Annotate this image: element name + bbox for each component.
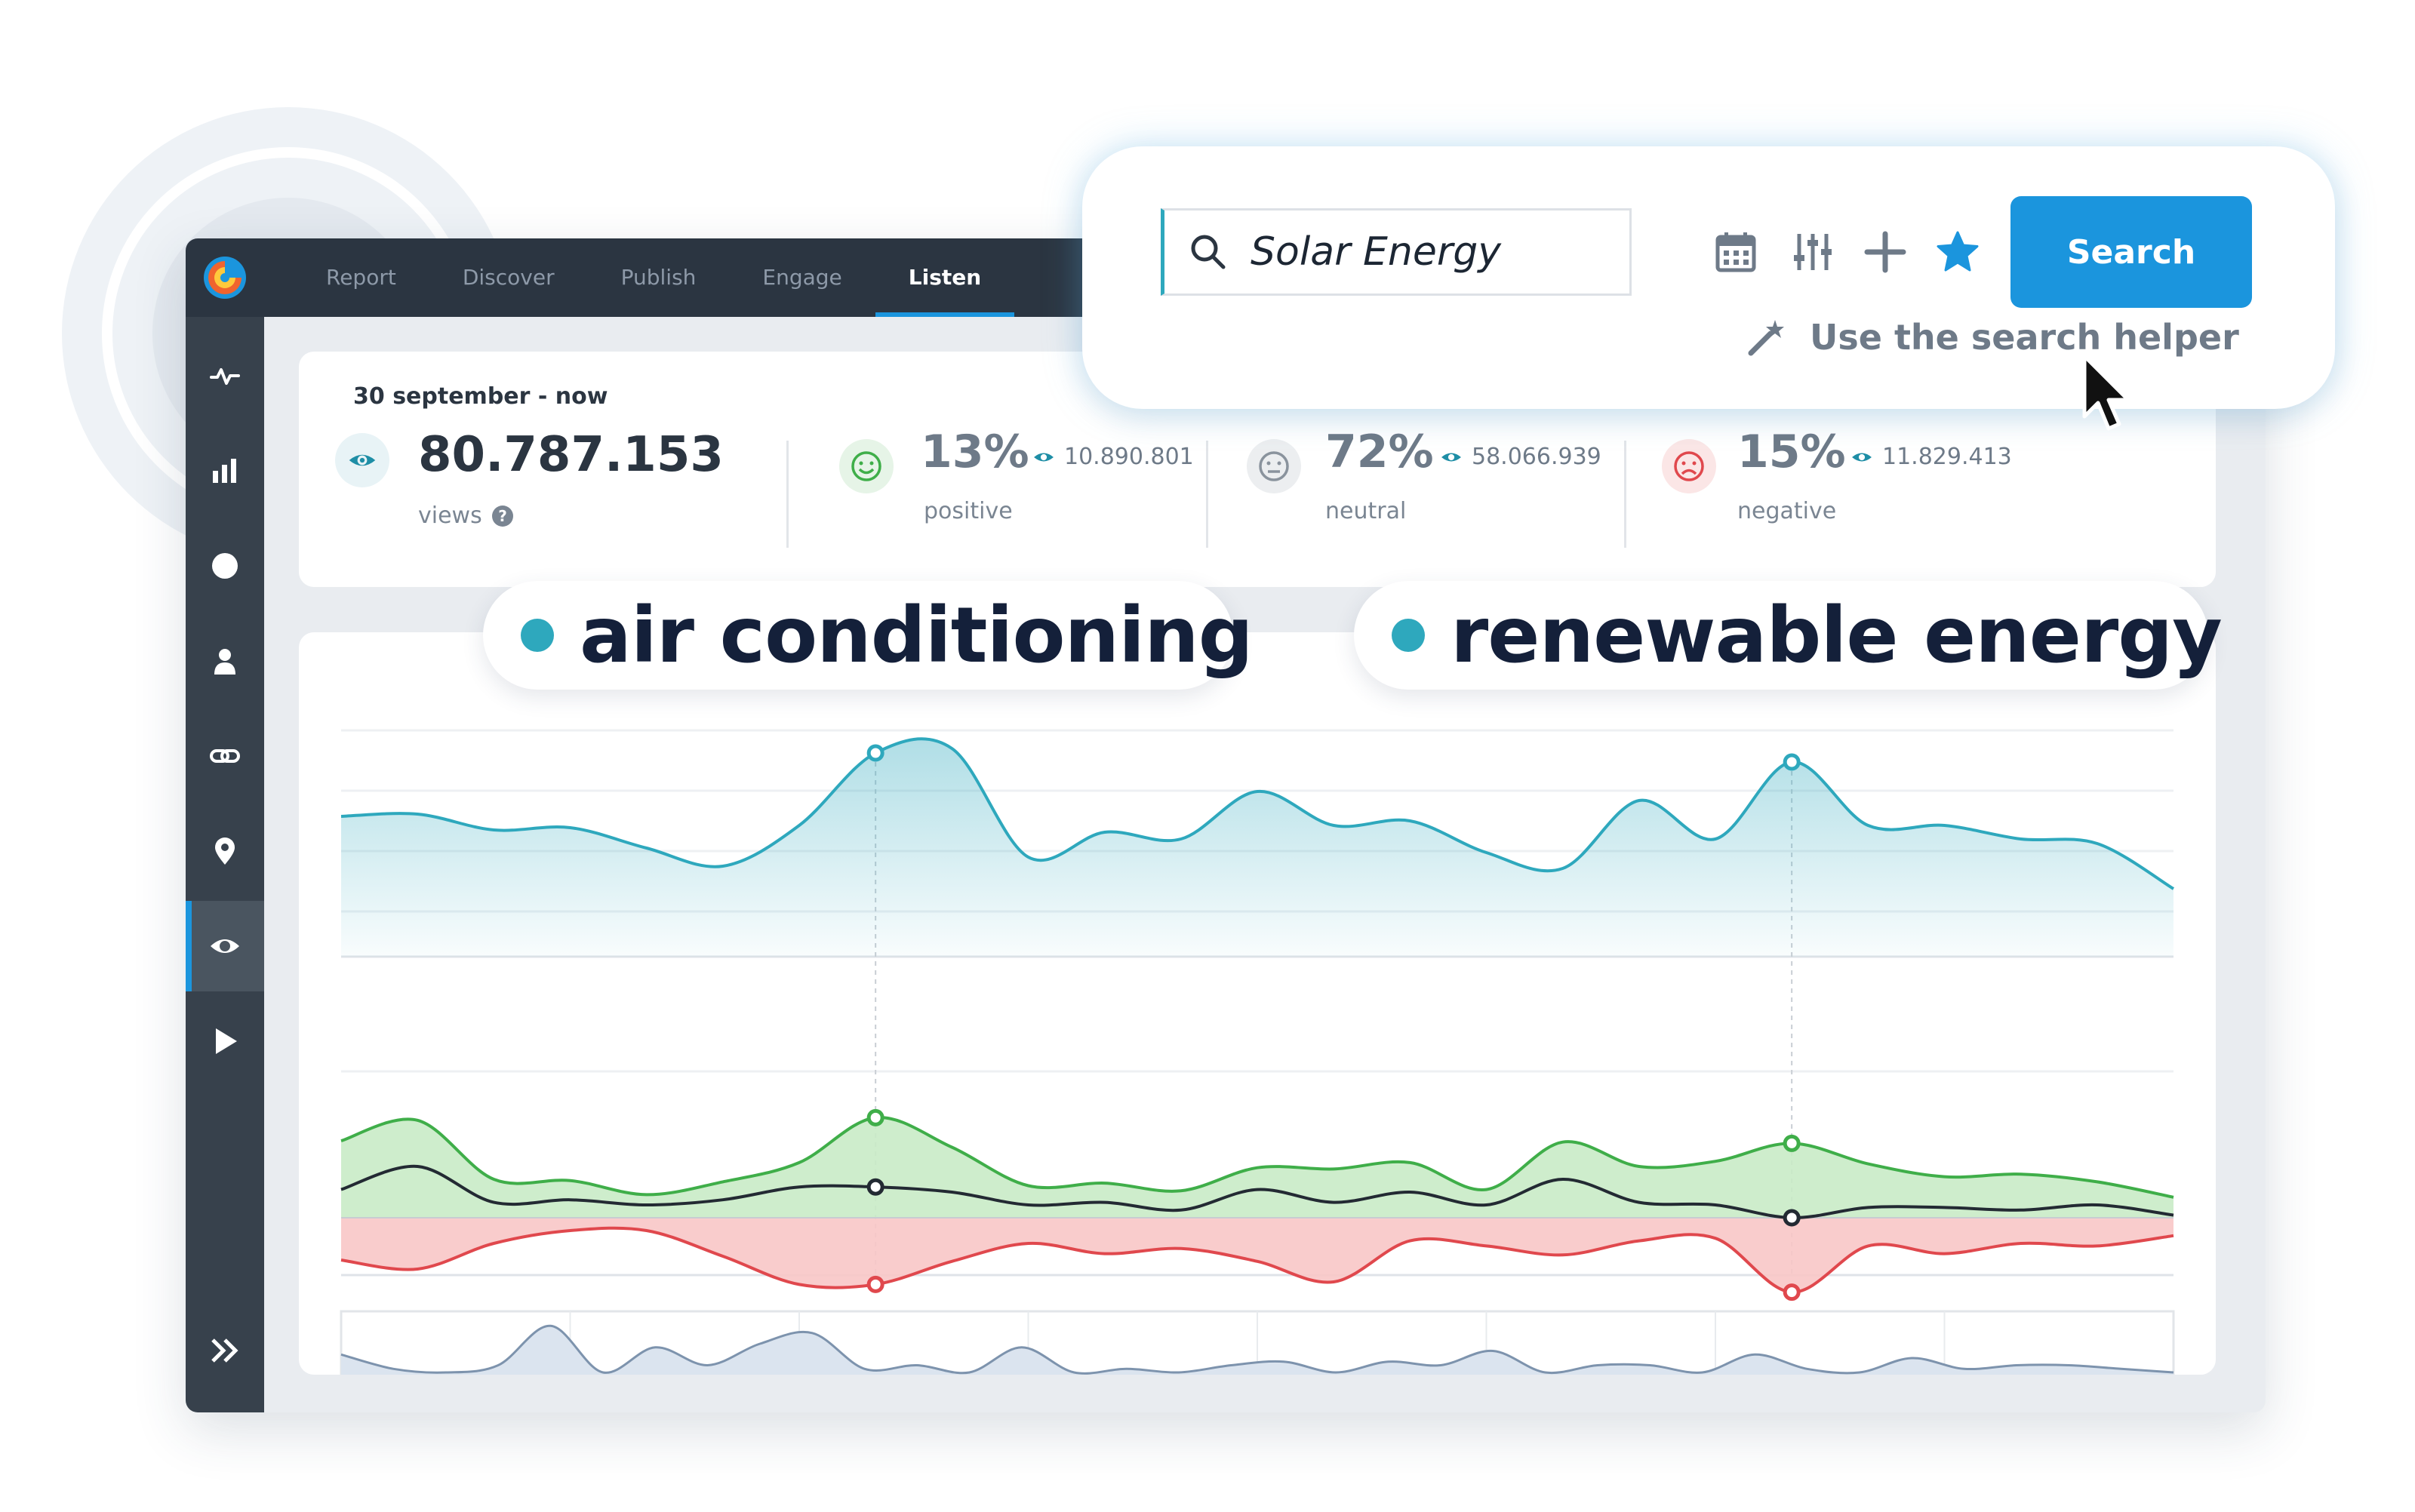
neutral-face-icon <box>1247 439 1301 493</box>
positive-line <box>340 1116 2174 1199</box>
negative-sad-face-icon <box>1662 439 1716 493</box>
date-range[interactable]: 30 september - now <box>353 383 608 410</box>
tab-publish[interactable]: Publish <box>620 265 697 290</box>
play-icon <box>216 1028 237 1054</box>
calendar-icon[interactable] <box>1713 229 1758 275</box>
neutral-marker <box>1783 1209 1801 1227</box>
sidebar-item-links[interactable] <box>186 711 264 801</box>
topic-label: air conditioning <box>580 590 1254 681</box>
topic-label: renewable energy <box>1451 590 2223 681</box>
topic-color-dot <box>521 619 554 652</box>
stat-divider <box>1624 441 1626 548</box>
negative-label: negative <box>1737 498 1837 524</box>
link-icon <box>210 749 240 763</box>
views-label: views ? <box>418 502 514 529</box>
trend-charts <box>340 729 2175 1375</box>
views-count: 80.787.153 <box>418 427 724 483</box>
plus-icon[interactable] <box>1863 229 1908 275</box>
overview-line <box>340 1324 2174 1375</box>
user-icon <box>214 649 235 675</box>
overview-area <box>341 1326 2174 1375</box>
eye-icon <box>1852 453 1872 461</box>
topic-color-dot <box>1392 619 1425 652</box>
positive-marker <box>1783 1134 1801 1152</box>
tab-report[interactable]: Report <box>326 265 396 290</box>
mouse-pointer-icon <box>2082 354 2130 431</box>
positive-label: positive <box>924 498 1013 524</box>
sidebar-item-reports[interactable] <box>186 426 264 516</box>
volume-marker <box>1783 753 1801 771</box>
sliders-icon[interactable] <box>1790 229 1835 275</box>
positive-marker <box>866 1108 884 1126</box>
neutral-marker <box>866 1178 884 1196</box>
circle-icon <box>212 553 238 579</box>
sidebar <box>186 317 264 1412</box>
search-field[interactable] <box>1161 208 1632 296</box>
chart-card <box>299 632 2216 1375</box>
svg-text:?: ? <box>498 507 507 525</box>
eye-icon <box>1441 453 1461 461</box>
views-eye-icon <box>335 433 389 487</box>
topic-pill-air-conditioning[interactable]: air conditioning <box>483 581 1254 690</box>
sidebar-item-media[interactable] <box>186 996 264 1086</box>
star-icon[interactable] <box>1935 229 1980 275</box>
activity-icon <box>210 368 240 385</box>
chart-markers <box>866 744 1801 1301</box>
stat-divider <box>1206 441 1208 548</box>
double-chevron-right-icon <box>211 1338 238 1363</box>
negative-count: 11.829.413 <box>1850 444 2012 470</box>
nav-tabs: Report Discover Publish Engage Listen <box>293 238 1015 317</box>
search-helper-link[interactable]: Use the search helper <box>1746 317 2239 358</box>
location-pin-icon <box>215 837 235 865</box>
negative-marker <box>866 1275 884 1293</box>
sidebar-item-people[interactable] <box>186 616 264 706</box>
tab-listen[interactable]: Listen <box>875 238 1015 317</box>
tab-discover[interactable]: Discover <box>462 265 555 290</box>
brand-logo-icon <box>204 257 246 299</box>
neutral-percent: 72% <box>1325 426 1434 478</box>
negative-marker <box>1783 1283 1801 1301</box>
search-icon <box>1191 235 1226 269</box>
eye-icon <box>1034 453 1054 461</box>
neutral-line <box>340 1164 2174 1220</box>
positive-smiley-icon <box>839 439 894 493</box>
app-window: Report Discover Publish Engage Listen <box>186 238 2266 1412</box>
search-button[interactable]: Search <box>2010 196 2252 308</box>
bar-chart-icon <box>213 459 236 483</box>
sidebar-expand-button[interactable] <box>186 1305 264 1396</box>
sidebar-item-locations[interactable] <box>186 806 264 896</box>
search-panel: Search Use the search helper <box>1082 146 2335 409</box>
positive-area <box>341 1117 2174 1218</box>
sidebar-item-overview[interactable] <box>186 521 264 611</box>
volume-line <box>340 737 2175 890</box>
negative-line <box>340 1226 2174 1294</box>
neutral-label: neutral <box>1325 498 1407 524</box>
search-helper-label: Use the search helper <box>1810 317 2239 358</box>
sidebar-item-activity[interactable] <box>186 330 264 421</box>
help-icon[interactable]: ? <box>491 505 514 527</box>
volume-area <box>341 739 2174 957</box>
search-input[interactable] <box>1249 229 1614 275</box>
topic-pill-renewable-energy[interactable]: renewable energy <box>1354 581 2223 690</box>
volume-marker <box>866 744 884 762</box>
eye-icon <box>211 939 239 953</box>
magic-wand-icon <box>1748 320 1784 356</box>
tab-engage[interactable]: Engage <box>762 265 842 290</box>
sidebar-item-listen[interactable] <box>186 901 264 991</box>
neutral-count: 58.066.939 <box>1440 444 1601 470</box>
negative-area <box>341 1218 2174 1292</box>
positive-percent: 13% <box>921 426 1029 478</box>
stat-divider <box>786 441 789 548</box>
chart-series <box>340 737 2175 1375</box>
positive-count: 10.890.801 <box>1032 444 1194 470</box>
negative-percent: 15% <box>1737 426 1846 478</box>
